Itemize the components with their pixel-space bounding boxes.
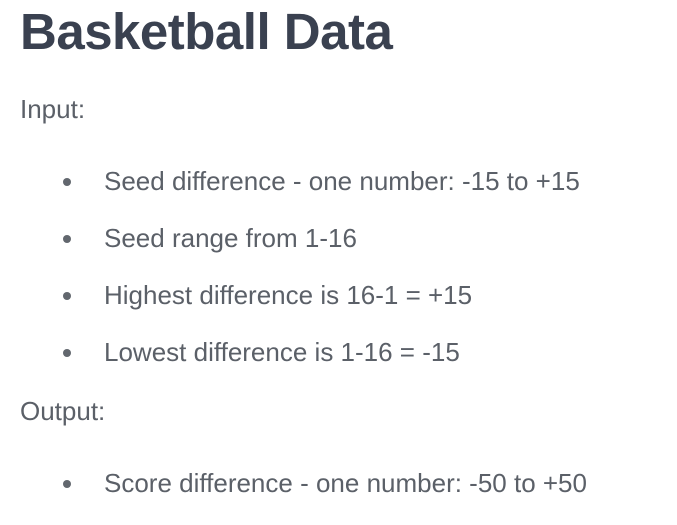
output-bullet-text: Score difference - one number: -50 to +5… (104, 468, 587, 498)
input-bullet-text: Highest difference is 16-1 = +15 (104, 280, 473, 310)
bullet-dot-icon (63, 235, 71, 243)
input-bullet-text: Lowest difference is 1-16 = -15 (104, 337, 460, 367)
output-bullet-list: Score difference - one number: -50 to +5… (0, 468, 587, 525)
input-bullet-text: Seed difference - one number: -15 to +15 (104, 166, 580, 196)
input-bullet-item: Seed range from 1-16 (0, 223, 580, 253)
bullet-dot-icon (63, 292, 71, 300)
input-section-label: Input: (20, 94, 86, 124)
bullet-dot-icon (63, 349, 71, 357)
output-bullet-item: Score difference - one number: -50 to +5… (0, 468, 587, 498)
bullet-dot-icon (63, 480, 71, 488)
input-bullet-text: Seed range from 1-16 (104, 223, 357, 253)
input-bullet-item: Seed difference - one number: -15 to +15 (0, 166, 580, 196)
input-bullet-list: Seed difference - one number: -15 to +15… (0, 166, 580, 394)
output-section-label: Output: (20, 396, 106, 426)
input-bullet-item: Lowest difference is 1-16 = -15 (0, 337, 580, 367)
input-bullet-item: Highest difference is 16-1 = +15 (0, 280, 580, 310)
bullet-dot-icon (63, 178, 71, 186)
page-title: Basketball Data (20, 3, 393, 60)
